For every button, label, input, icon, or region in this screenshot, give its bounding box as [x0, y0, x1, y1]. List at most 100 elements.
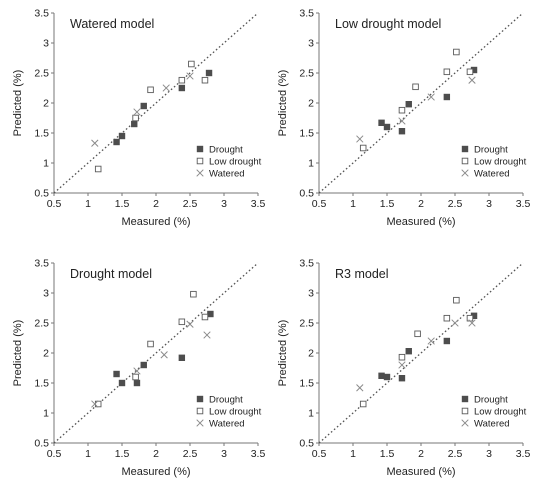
data-point [118, 132, 126, 140]
y-tick-label: 3.5 [34, 258, 49, 270]
legend-marker-low-drought [196, 157, 204, 165]
legend-label-watered: Watered [209, 169, 245, 180]
data-point [378, 119, 385, 126]
legend-marker-drought [461, 395, 469, 403]
data-point [94, 165, 102, 173]
y-axis-title: Predicted (%) [12, 70, 24, 137]
y-tick-label: 3.5 [34, 8, 49, 20]
panel-drought-model: 0.5 1 1.5 2 2.5 3 3.5 0.5 1 1.5 2 2.5 3 3.5 Measured (… [12, 258, 265, 479]
identity-line [318, 12, 524, 194]
y-tick-label: 3 [43, 288, 49, 300]
data-point [201, 313, 209, 321]
panel-title: R3 model [335, 267, 389, 281]
data-point [132, 114, 139, 122]
y-tick-label: 3.5 [299, 8, 314, 20]
data-point [427, 337, 435, 345]
x-tick-label: 2.5 [448, 198, 463, 210]
data-point [468, 319, 476, 327]
y-tick-label: 3 [308, 38, 314, 50]
data-point [398, 375, 406, 382]
x-tick-label: 2.5 [448, 448, 463, 460]
data-point [443, 314, 451, 322]
panel-low-drought-model: 0.5 1 1.5 2 2.5 3 3.5 0.5 1 1.5 2 2.5 3 3.5 Measured (… [277, 8, 530, 229]
data-point [140, 102, 147, 110]
data-point [140, 361, 147, 369]
y-tick-label: 1.5 [299, 378, 314, 390]
y-tick-label: 2 [308, 98, 314, 110]
data-point [147, 340, 154, 348]
y-tick-label: 2 [43, 348, 49, 360]
data-point [131, 120, 138, 128]
data-point [356, 135, 364, 143]
x-tick-label: 1.5 [115, 198, 130, 210]
data-point [118, 379, 126, 387]
legend-marker-watered [461, 419, 469, 427]
data-point [378, 372, 385, 379]
x-tick-label: 3.5 [251, 448, 266, 460]
data-point [188, 60, 195, 68]
identity-line [318, 262, 524, 444]
data-point [451, 319, 459, 327]
identity-line [53, 262, 259, 444]
series-drought [113, 310, 214, 387]
data-point [468, 76, 476, 84]
x-tick-label: 0.5 [312, 198, 327, 210]
data-point [356, 384, 364, 392]
data-point [466, 314, 474, 322]
x-tick-label: 2 [418, 198, 424, 210]
data-point [205, 69, 213, 77]
legend-label-low-drought: Low drought [474, 407, 527, 418]
data-point [453, 296, 460, 304]
y-tick-label: 3.5 [299, 258, 314, 270]
data-point [201, 76, 209, 84]
data-point [207, 310, 214, 318]
data-point [147, 86, 154, 94]
data-point [91, 400, 99, 408]
legend-label-drought: Drought [474, 145, 508, 156]
data-point [398, 353, 406, 361]
series-low-drought [359, 296, 474, 408]
data-point [398, 106, 406, 114]
panel-title: Drought model [70, 267, 152, 281]
legend-label-drought: Drought [209, 145, 243, 156]
panel-title: Watered model [70, 17, 154, 31]
x-tick-label: 3.5 [516, 448, 531, 460]
identity-line [53, 12, 259, 194]
x-tick-label: 0.5 [47, 448, 62, 460]
x-tick-label: 2 [418, 448, 424, 460]
data-point [133, 108, 141, 116]
series-watered [91, 72, 194, 147]
y-axis-title: Predicted (%) [12, 320, 24, 387]
data-point [383, 373, 391, 381]
data-point [453, 48, 460, 56]
legend-marker-low-drought [461, 407, 469, 415]
legend-label-drought: Drought [474, 395, 508, 406]
data-point [398, 128, 406, 135]
y-axis-title: Predicted (%) [277, 320, 289, 387]
data-point [405, 348, 412, 355]
legend-label-low-drought: Low drought [209, 157, 262, 168]
series-low-drought [359, 48, 474, 152]
x-axis-title: Measured (%) [121, 466, 190, 478]
legend-marker-drought [461, 145, 469, 153]
y-tick-label: 0.5 [299, 438, 314, 450]
data-point [359, 400, 367, 408]
legend-marker-watered [196, 169, 204, 177]
legend-marker-drought [196, 395, 204, 403]
x-tick-label: 1.5 [380, 198, 395, 210]
x-tick-label: 1.5 [115, 448, 130, 460]
data-point [178, 318, 186, 326]
y-tick-label: 0.5 [34, 188, 49, 200]
data-point [359, 144, 367, 152]
data-point [443, 93, 451, 101]
x-tick-label: 3 [486, 198, 492, 210]
y-tick-label: 1 [43, 408, 49, 420]
data-point [470, 66, 478, 74]
legend-marker-drought [196, 145, 204, 153]
x-tick-label: 0.5 [312, 448, 327, 460]
y-tick-label: 2.5 [299, 68, 314, 80]
y-tick-label: 0.5 [34, 438, 49, 450]
